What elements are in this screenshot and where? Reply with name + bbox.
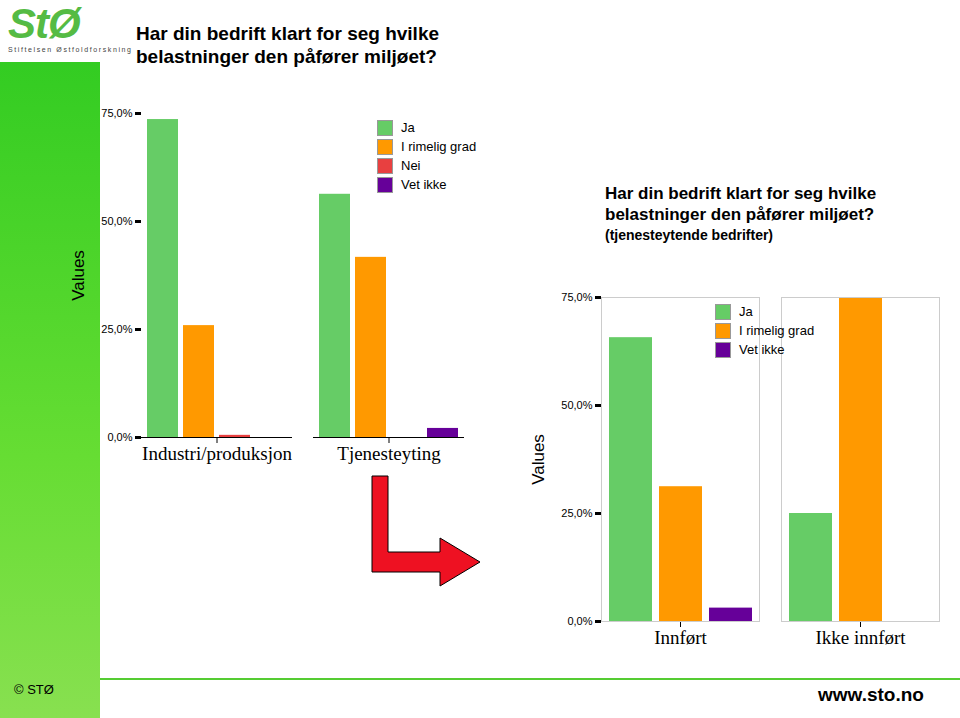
html-text:Ja: Ja bbox=[739, 304, 753, 319]
html-text:(tjenesteytende bedrifter): (tjenesteytende bedrifter) bbox=[605, 227, 773, 243]
html-text:www.sto.no: www.sto.no bbox=[818, 684, 924, 705]
html-text:Har din bedrift klart for seg: Har din bedrift klart for seg hvilke bel… bbox=[605, 184, 877, 224]
svg-text:50,0%: 50,0% bbox=[101, 215, 132, 227]
html-text:I rimelig grad: I rimelig grad bbox=[401, 139, 477, 154]
svg-text:25,0%: 25,0% bbox=[101, 323, 132, 335]
html-text:© STØ: © STØ bbox=[14, 682, 54, 697]
html-text:Stiftelsen Østfoldforskning: Stiftelsen Østfoldforskning bbox=[8, 46, 133, 53]
svg-text:75,0%: 75,0% bbox=[101, 107, 132, 119]
html-text:Nei: Nei bbox=[401, 158, 421, 173]
html-text:StØ: StØ bbox=[8, 0, 80, 47]
html-text:I rimelig grad: I rimelig grad bbox=[739, 323, 815, 338]
svg-text:Values: Values bbox=[69, 250, 88, 301]
svg-text:Tjenesteyting: Tjenesteyting bbox=[337, 443, 441, 464]
html-text:Har din bedrift klart for seg: Har din bedrift klart for seg hvilke bel… bbox=[136, 23, 439, 67]
svg-text:25,0%: 25,0% bbox=[561, 507, 592, 519]
svg-text:Values: Values bbox=[529, 434, 548, 485]
html-text:Vet ikke: Vet ikke bbox=[401, 177, 447, 192]
html-text:Vet ikke: Vet ikke bbox=[739, 342, 785, 357]
svg-text:Innført: Innført bbox=[654, 627, 707, 648]
svg-text:Ikke innført: Ikke innført bbox=[815, 627, 906, 648]
svg-text:75,0%: 75,0% bbox=[561, 291, 592, 303]
svg-text:0,0%: 0,0% bbox=[567, 615, 592, 627]
html-text:Ja: Ja bbox=[401, 120, 415, 135]
svg-text:Industri/produksjon: Industri/produksjon bbox=[142, 443, 292, 464]
svg-text:50,0%: 50,0% bbox=[561, 399, 592, 411]
svg-text:0,0%: 0,0% bbox=[107, 431, 132, 443]
